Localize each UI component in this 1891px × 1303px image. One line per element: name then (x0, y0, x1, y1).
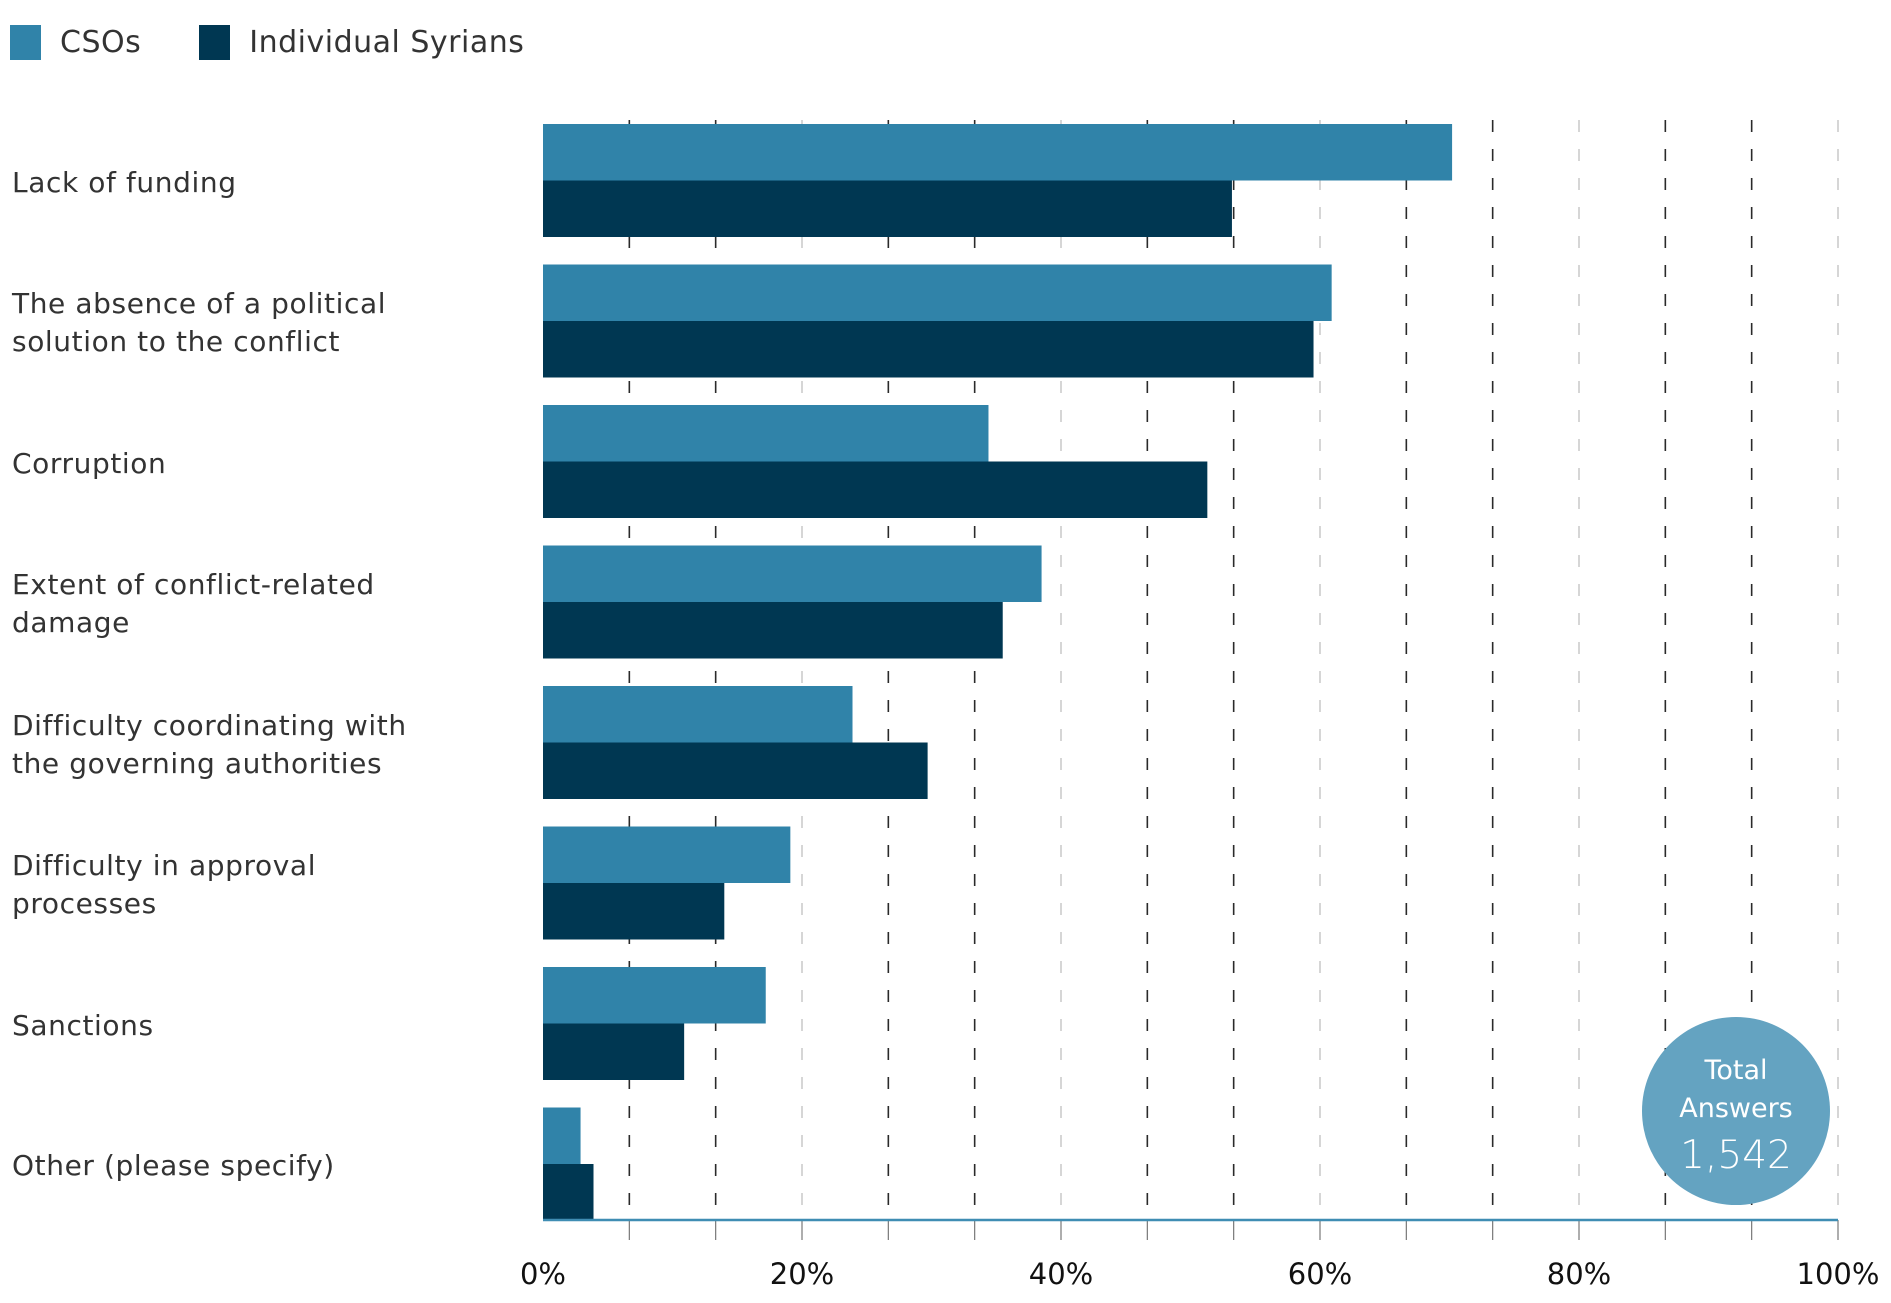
category-label: Difficulty coordinating with the governin… (12, 707, 452, 783)
bar-csos-7 (543, 1107, 581, 1164)
category-label-line: Other (please specify) (12, 1149, 335, 1182)
category-label-line: Sanctions (12, 1008, 154, 1042)
bar-csos-2 (543, 405, 989, 462)
bar-individual-syrians-0 (543, 180, 1232, 237)
legend-swatch-csos (10, 25, 41, 60)
total-answers-badge: Total Answers 1,542 (1642, 1017, 1830, 1205)
total-answers-value: 1,542 (1680, 1133, 1792, 1178)
category-label: Corruption (12, 445, 452, 483)
legend-swatch-individual-syrians (199, 25, 231, 60)
legend-label-individual-syrians: Individual Syrians (249, 25, 525, 60)
bar-individual-syrians-2 (543, 461, 1208, 518)
legend-label-csos: CSOs (60, 25, 142, 60)
total-answers-circle (1642, 1017, 1830, 1205)
bar-individual-syrians-4 (543, 742, 928, 799)
category-label: Sanctions (12, 1007, 452, 1045)
bar-csos-3 (543, 545, 1042, 602)
bars (543, 124, 1453, 1221)
x-tick-label: 80% (1547, 1257, 1611, 1291)
x-tick-label: 60% (1288, 1257, 1352, 1291)
x-tick-label: 20% (770, 1257, 834, 1291)
bar-csos-6 (543, 967, 766, 1024)
legend-item-individual-syrians: Individual Syrians (199, 25, 524, 60)
category-label-line: Difficulty in approval (12, 849, 317, 882)
category-label-line: The absence of a political (12, 287, 387, 320)
bar-individual-syrians-3 (543, 602, 1003, 659)
category-label: Other (please specify) (12, 1147, 452, 1185)
bar-csos-4 (543, 686, 853, 743)
x-axis: 0% 20% 40% 60% 80% 100% (520, 1218, 1880, 1291)
legend-item-csos: CSOs (10, 25, 141, 60)
total-answers-line1: Total (1703, 1055, 1767, 1086)
category-label-line: processes (12, 887, 157, 920)
bar-individual-syrians-6 (543, 1023, 685, 1080)
category-label-line: Corruption (12, 446, 167, 480)
category-label-line: the governing authorities (12, 746, 383, 780)
bar-csos-0 (543, 124, 1453, 181)
bar-individual-syrians-1 (543, 321, 1314, 378)
bar-individual-syrians-7 (543, 1164, 594, 1221)
category-label: Extent of conflict-related damage (12, 566, 452, 642)
legend: CSOs Individual Syrians (10, 25, 582, 60)
category-label: Difficulty in approval processes (12, 847, 452, 923)
category-label-line: Difficulty coordinating with (12, 708, 407, 742)
category-label-line: Extent of conflict-related (12, 568, 375, 601)
category-label: Lack of funding (12, 164, 452, 202)
bar-csos-5 (543, 826, 791, 883)
category-label: The absence of a political solution to th… (12, 285, 452, 361)
total-answers-line2: Answers (1679, 1093, 1793, 1124)
category-label-line: Lack of funding (12, 165, 237, 199)
category-label-line: damage (12, 606, 130, 639)
x-tick-label: 100% (1797, 1257, 1880, 1291)
category-label-line: solution to the conflict (12, 325, 341, 358)
x-tick-label: 0% (520, 1257, 566, 1291)
bar-csos-1 (543, 264, 1332, 321)
x-tick-label: 40% (1029, 1257, 1093, 1291)
bar-individual-syrians-5 (543, 883, 725, 940)
